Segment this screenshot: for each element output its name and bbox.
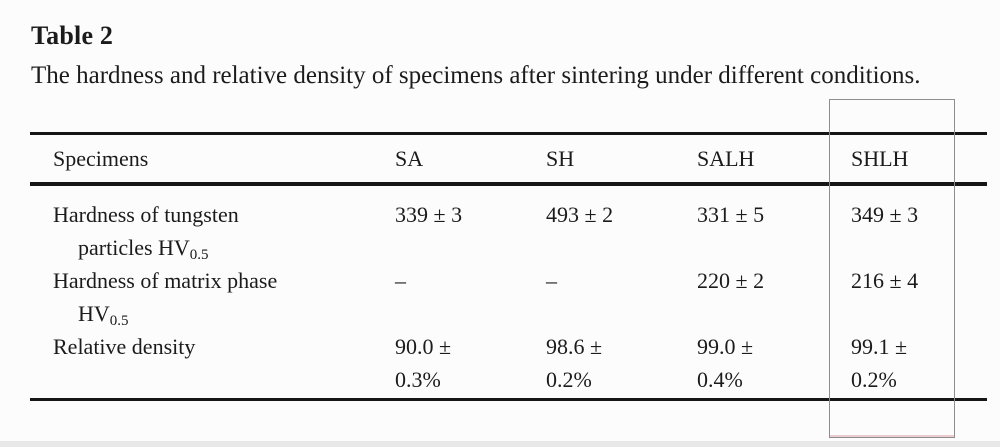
row-label: Hardness of matrix phase HV0.5 [53, 264, 395, 330]
table-body: Hardness of tungsten particles HV0.5 339… [30, 186, 987, 401]
cell-sh: – [546, 268, 557, 293]
cell-shlh: 216 ± 4 [851, 268, 919, 293]
row-label-line1: Hardness of tungsten [53, 202, 239, 227]
cell-shlh: 99.1 ± 0.2% [851, 334, 908, 392]
table-header-row: Specimens SA SH SALH SHLH [30, 132, 987, 186]
cell-sa: – [395, 268, 406, 293]
hv-load-subscript: 0.5 [189, 247, 209, 263]
row-label-line1: Hardness of matrix phase [53, 268, 278, 293]
hv-load-subscript: 0.5 [109, 313, 129, 329]
cell-shlh: 349 ± 3 [851, 202, 919, 227]
data-table: Specimens SA SH SALH SHLH Hardness of tu… [30, 132, 987, 401]
row-label-line1: Relative density [53, 334, 196, 359]
cell-sh: 98.6 ± 0.2% [546, 334, 603, 392]
cell-salh: 331 ± 5 [697, 202, 765, 227]
column-header-shlh: SHLH [851, 145, 909, 171]
table-row-relative-density: Relative density 90.0 ± 0.3% 98.6 ± 0.2%… [30, 330, 987, 396]
table-caption: The hardness and relative density of spe… [31, 62, 921, 89]
cell-sa: 339 ± 3 [395, 202, 463, 227]
cell-salh: 220 ± 2 [697, 268, 765, 293]
column-header-sh: SH [546, 145, 575, 171]
row-label-line2: HV [78, 301, 110, 326]
row-label-line2: particles HV [78, 235, 190, 260]
column-header-specimens: Specimens [53, 145, 149, 171]
bottom-page-band [0, 441, 1000, 447]
cell-sa: 90.0 ± 0.3% [395, 334, 452, 392]
column-header-salh: SALH [697, 145, 755, 171]
table-row-matrix-hardness: Hardness of matrix phase HV0.5 – – 220 ±… [30, 264, 987, 330]
table-label: Table 2 [31, 21, 114, 50]
row-label: Hardness of tungsten particles HV0.5 [53, 198, 395, 264]
column-header-sa: SA [395, 145, 424, 171]
cell-salh: 99.0 ± 0.4% [697, 334, 754, 392]
row-label: Relative density [53, 330, 395, 396]
table-row-tungsten-hardness: Hardness of tungsten particles HV0.5 339… [30, 198, 987, 264]
cell-sh: 493 ± 2 [546, 202, 614, 227]
